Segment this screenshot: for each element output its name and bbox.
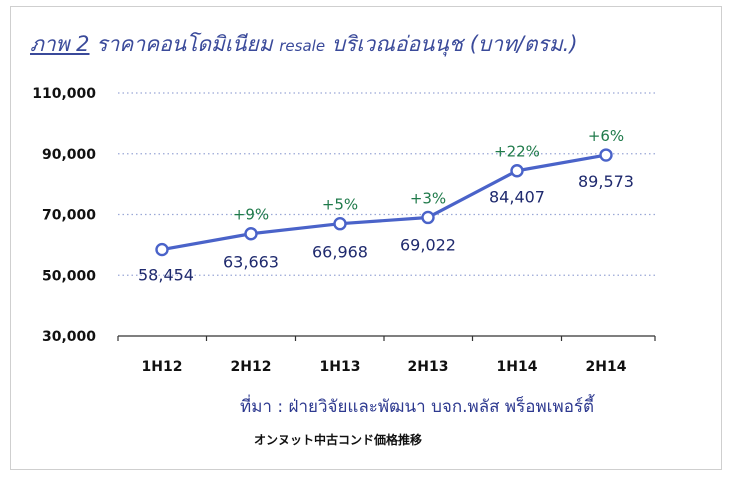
- x-axis: 1H12 2H12 1H13 2H13 1H14 2H14: [117, 335, 656, 375]
- data-point: [599, 148, 613, 162]
- title-lead: ภาพ 2: [30, 32, 90, 56]
- x-tick-label: 1H12: [142, 359, 183, 375]
- grid-lines: [118, 92, 655, 276]
- value-label: 58,454: [138, 266, 194, 285]
- source-note: ที่มา : ฝ่ายวิจัยและพัฒนา บจก.พลัส พร็อพ…: [240, 397, 595, 417]
- x-tick-label: 2H12: [231, 359, 272, 375]
- data-point: [421, 210, 435, 225]
- value-label: 63,663: [223, 253, 279, 272]
- value-label: 84,407: [489, 188, 545, 207]
- x-tick-label: 1H13: [320, 359, 361, 375]
- title-text: ราคาคอนโดมิเนียม: [96, 32, 273, 56]
- x-tick-label: 1H14: [497, 359, 538, 375]
- chart-frame: [10, 6, 722, 470]
- x-tick-label: 2H13: [408, 359, 449, 375]
- y-tick-label: 70,000: [42, 208, 96, 224]
- data-point: [333, 217, 347, 231]
- value-label: 69,022: [400, 235, 456, 254]
- change-label: +9%: [233, 206, 269, 224]
- data-point: [244, 227, 258, 241]
- y-axis: 110,000 90,000 70,000 50,000 30,000: [32, 86, 96, 345]
- series-polyline: [161, 153, 607, 252]
- data-point: [155, 242, 169, 257]
- title-tail: บริเวณอ่อนนุช (บาท/ตรม.): [331, 32, 578, 56]
- y-tick-label: 50,000: [42, 268, 96, 284]
- x-tick-label: 2H14: [586, 359, 627, 375]
- y-tick-label: 90,000: [42, 147, 96, 163]
- data-point: [510, 164, 524, 178]
- data-labels: 58,454 63,663 66,968 69,022 84,407 89,573 +9% +…: [138, 127, 634, 285]
- chart-title: ภาพ 2 ราคาคอนโดมิเนียม resale บริเวณอ่อน…: [30, 28, 578, 61]
- value-label: 89,573: [578, 172, 634, 191]
- change-label: +5%: [322, 196, 358, 214]
- y-tick-label: 110,000: [32, 86, 96, 102]
- series-line: [155, 148, 613, 257]
- change-label: +3%: [410, 189, 446, 207]
- caption: オンヌット中古コンド価格推移: [254, 433, 423, 447]
- change-label: +22%: [494, 143, 540, 161]
- value-label: 66,968: [312, 243, 368, 262]
- title-latin: resale: [279, 37, 326, 55]
- y-tick-label: 30,000: [42, 329, 96, 345]
- change-label: +6%: [588, 127, 624, 145]
